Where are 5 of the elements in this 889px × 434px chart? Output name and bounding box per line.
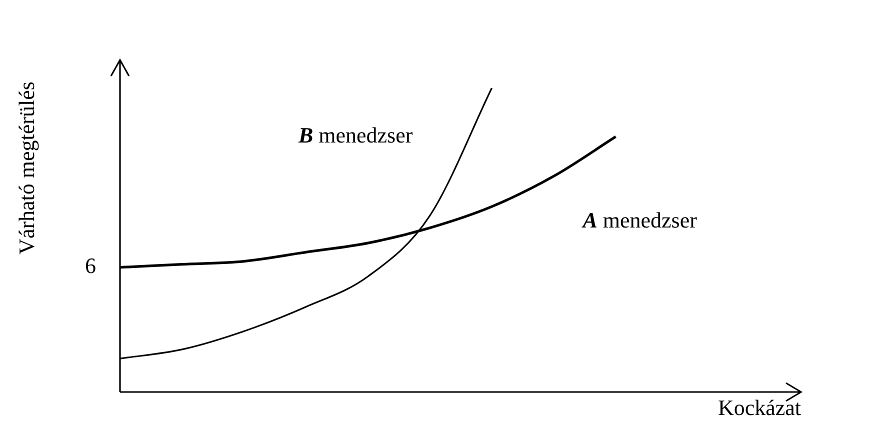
x-axis-title: Kockázat	[718, 394, 801, 420]
annotation: 6	[85, 253, 96, 278]
y-axis-title: Várható megtérülés	[14, 82, 39, 254]
text: B menedzser	[297, 122, 414, 148]
series-label: A menedzser	[580, 207, 698, 233]
